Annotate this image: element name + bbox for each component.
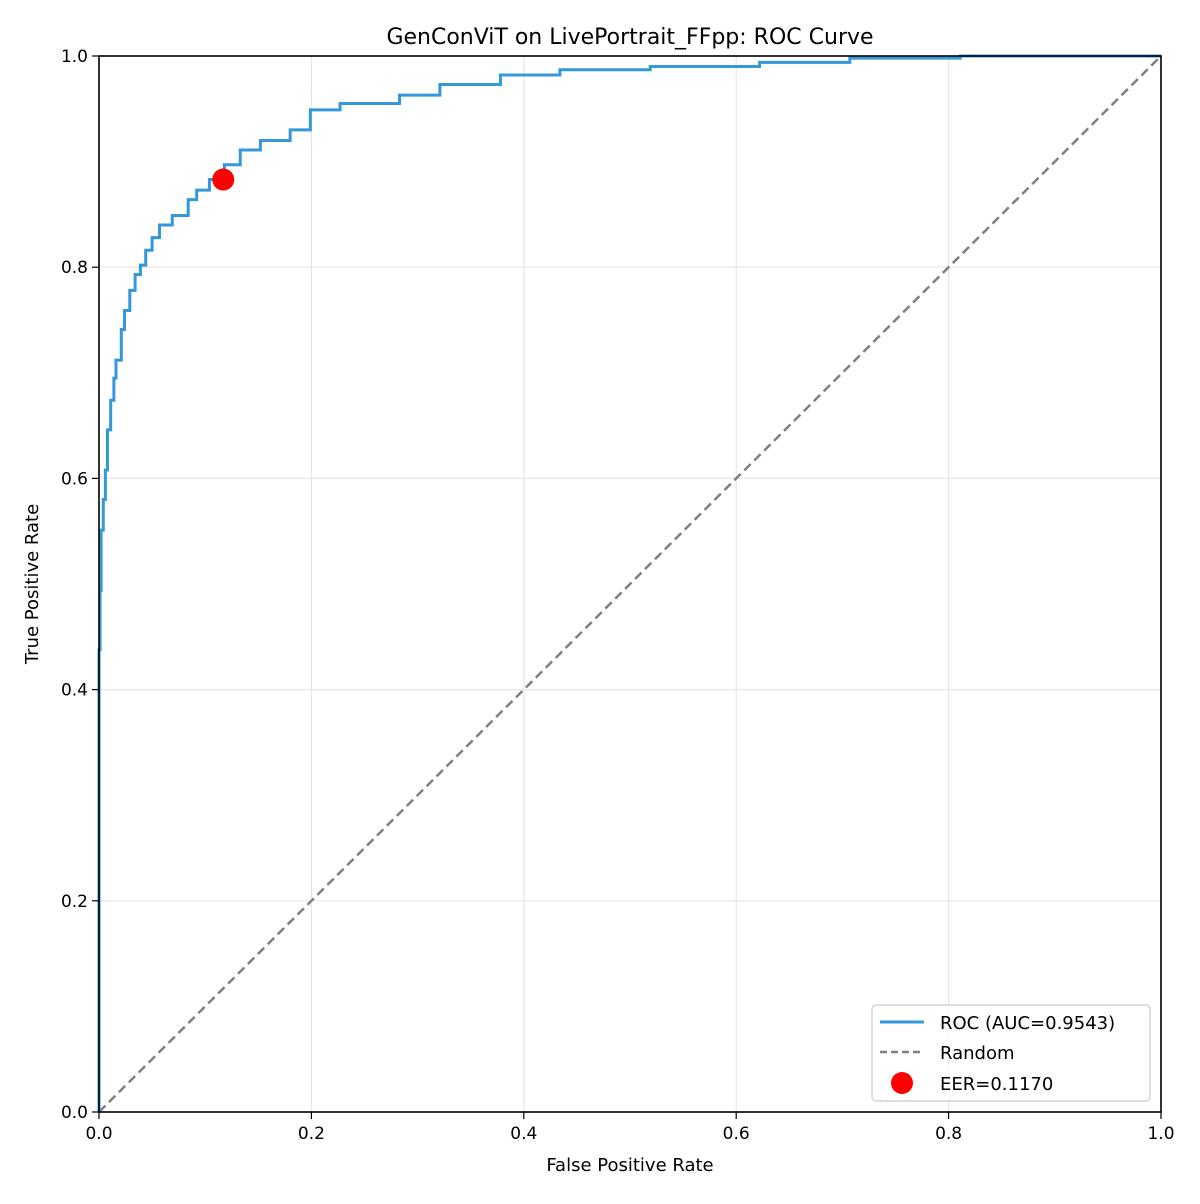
random-baseline-line [98, 55, 1162, 1113]
grid [98, 55, 1162, 1113]
y-tick-label: 0.0 [61, 1103, 88, 1123]
eer-point [212, 168, 235, 191]
ticks: 0.0 0.2 0.4 0.6 0.8 1.0 0.0 0.2 0.4 0.6 0.8 1.0 [61, 47, 1175, 1144]
series-layer [97, 54, 1162, 1113]
chart-title: GenConViT on LivePortrait_FFpp: ROC Curv… [386, 25, 873, 50]
y-tick-label: 0.4 [61, 681, 88, 701]
legend-random-label: Random [940, 1043, 1015, 1064]
axes-frame [98, 55, 1162, 1113]
x-tick-label: 0.6 [723, 1124, 750, 1144]
x-tick-label: 0.0 [85, 1124, 112, 1144]
y-tick-label: 0.6 [61, 469, 88, 489]
legend-eer-label: EER=0.1170 [940, 1074, 1053, 1095]
y-axis-label: True Positive Rate [22, 504, 43, 665]
legend-box [871, 1004, 1151, 1102]
y-tick-label: 0.2 [61, 892, 88, 912]
y-tick-label: 0.8 [61, 258, 88, 278]
x-tick-label: 0.2 [298, 1124, 325, 1144]
y-tick-label: 1.0 [61, 47, 88, 67]
x-tick-label: 1.0 [1147, 1124, 1174, 1144]
legend-eer-swatch [891, 1072, 913, 1094]
x-tick-label: 0.4 [510, 1124, 537, 1144]
x-tick-label: 0.8 [935, 1124, 962, 1144]
legend-roc-label: ROC (AUC=0.9543) [940, 1013, 1115, 1034]
legend: ROC (AUC=0.9543) Random EER=0.1170 [871, 1004, 1151, 1102]
roc-curve-line [97, 54, 1161, 1112]
x-axis-label: False Positive Rate [546, 1155, 713, 1176]
